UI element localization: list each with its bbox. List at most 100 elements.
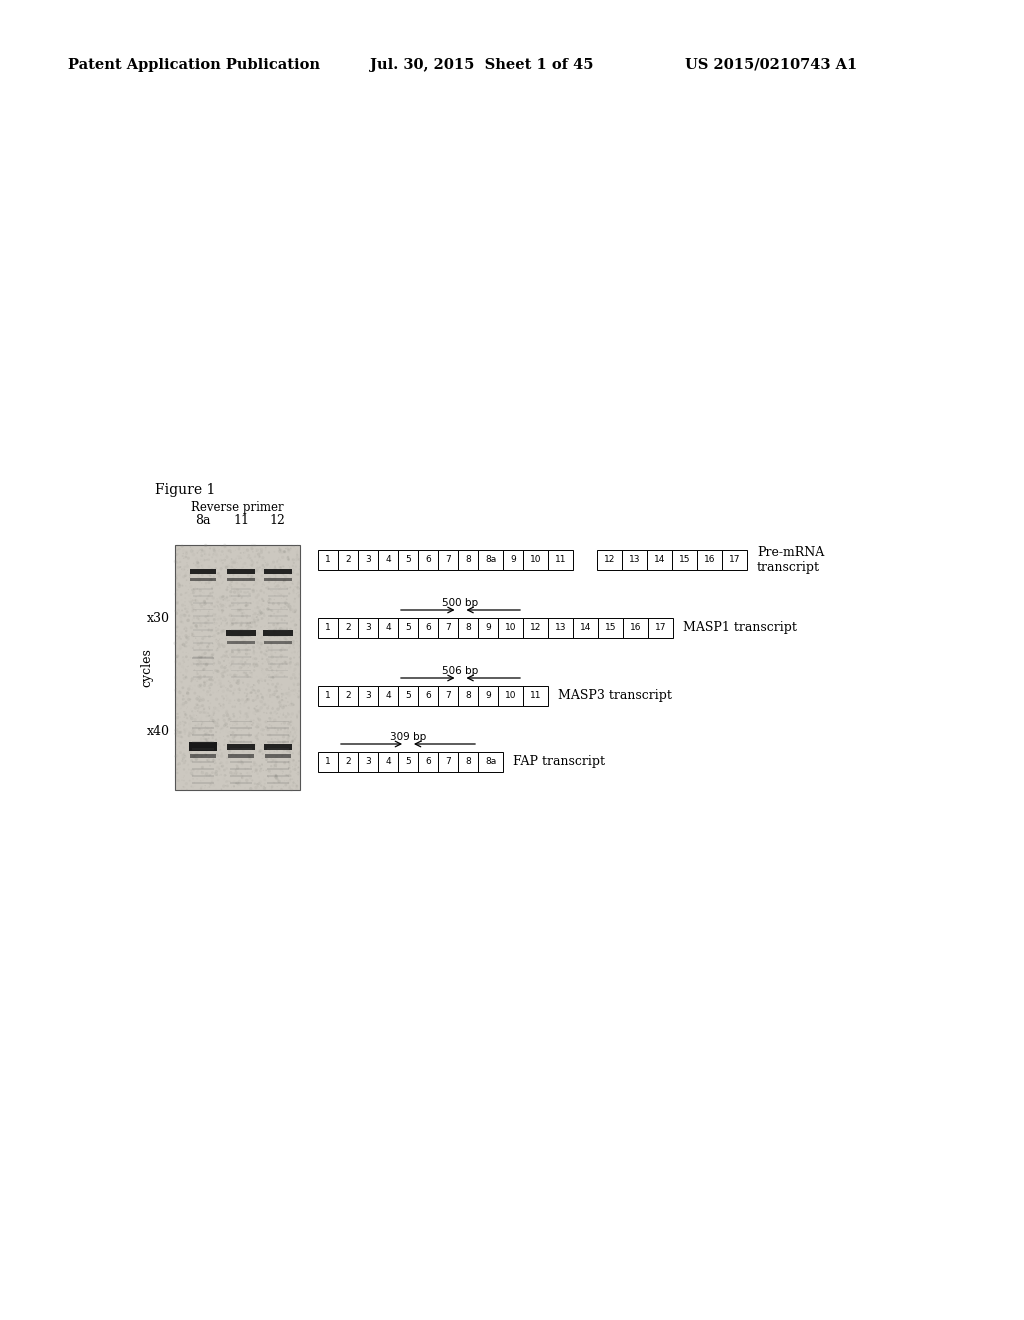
Circle shape <box>270 661 273 665</box>
Circle shape <box>270 717 272 719</box>
Circle shape <box>222 685 225 688</box>
Circle shape <box>176 602 178 605</box>
Circle shape <box>203 578 205 579</box>
Text: 309 bp: 309 bp <box>390 733 426 742</box>
Circle shape <box>237 609 240 611</box>
Circle shape <box>270 694 272 696</box>
Bar <box>267 636 288 638</box>
Circle shape <box>276 610 280 612</box>
Circle shape <box>203 603 206 606</box>
Circle shape <box>188 739 191 742</box>
Circle shape <box>255 664 259 667</box>
Circle shape <box>233 700 236 701</box>
Text: 12: 12 <box>269 515 286 528</box>
Bar <box>378 550 398 570</box>
Circle shape <box>269 639 270 640</box>
Circle shape <box>290 725 292 726</box>
Text: 4: 4 <box>385 692 391 701</box>
Circle shape <box>249 787 253 791</box>
Circle shape <box>181 554 183 557</box>
Circle shape <box>245 652 248 656</box>
Circle shape <box>223 605 225 607</box>
Circle shape <box>252 645 255 648</box>
Bar <box>193 649 213 651</box>
Circle shape <box>237 589 240 591</box>
Circle shape <box>224 722 228 726</box>
Circle shape <box>181 585 183 586</box>
Circle shape <box>195 599 198 602</box>
Circle shape <box>250 626 253 628</box>
Circle shape <box>249 557 251 560</box>
Circle shape <box>200 558 202 561</box>
Circle shape <box>252 552 254 553</box>
Circle shape <box>296 553 298 556</box>
Circle shape <box>184 760 186 762</box>
Circle shape <box>180 638 182 640</box>
Circle shape <box>184 607 186 610</box>
Circle shape <box>220 574 222 577</box>
Circle shape <box>176 589 178 591</box>
Circle shape <box>176 763 179 766</box>
Circle shape <box>273 764 278 767</box>
Text: 2: 2 <box>345 758 351 767</box>
Bar <box>263 569 292 574</box>
Circle shape <box>181 643 185 645</box>
Circle shape <box>184 701 186 702</box>
Circle shape <box>297 771 300 775</box>
Bar <box>230 721 252 722</box>
Circle shape <box>290 741 293 743</box>
Circle shape <box>211 653 214 657</box>
Circle shape <box>285 642 288 645</box>
Circle shape <box>229 673 231 676</box>
Circle shape <box>212 553 215 556</box>
Circle shape <box>212 548 215 550</box>
Circle shape <box>201 574 204 577</box>
Circle shape <box>260 574 263 577</box>
Circle shape <box>266 706 269 710</box>
Circle shape <box>203 675 206 677</box>
Text: 1: 1 <box>326 692 331 701</box>
Bar <box>188 742 216 751</box>
Circle shape <box>203 668 206 671</box>
Bar <box>230 768 252 770</box>
Circle shape <box>268 602 270 603</box>
Circle shape <box>199 705 202 708</box>
Circle shape <box>256 696 259 700</box>
Circle shape <box>283 550 286 553</box>
Circle shape <box>178 690 180 692</box>
Circle shape <box>265 726 268 729</box>
Circle shape <box>272 630 275 632</box>
Circle shape <box>222 581 224 582</box>
Circle shape <box>292 739 294 742</box>
Circle shape <box>226 756 228 759</box>
Circle shape <box>209 548 211 549</box>
Circle shape <box>236 680 238 682</box>
Bar <box>398 752 418 772</box>
Circle shape <box>241 598 243 599</box>
Circle shape <box>203 660 207 664</box>
Circle shape <box>219 748 221 751</box>
Circle shape <box>191 553 196 557</box>
Circle shape <box>215 614 216 615</box>
Circle shape <box>209 693 212 696</box>
Circle shape <box>270 669 273 672</box>
Circle shape <box>297 767 299 770</box>
Circle shape <box>245 605 248 607</box>
Bar <box>230 747 252 750</box>
Circle shape <box>226 549 229 552</box>
Circle shape <box>264 783 266 784</box>
Circle shape <box>284 762 286 764</box>
Bar <box>267 595 288 597</box>
Circle shape <box>185 656 187 659</box>
Circle shape <box>204 656 206 659</box>
Circle shape <box>199 711 202 714</box>
Circle shape <box>184 669 188 673</box>
Circle shape <box>276 690 279 692</box>
Circle shape <box>207 660 209 661</box>
Circle shape <box>197 616 199 619</box>
Circle shape <box>185 565 189 568</box>
Circle shape <box>283 570 285 572</box>
Circle shape <box>284 648 286 651</box>
Circle shape <box>208 623 210 626</box>
Circle shape <box>225 767 228 770</box>
